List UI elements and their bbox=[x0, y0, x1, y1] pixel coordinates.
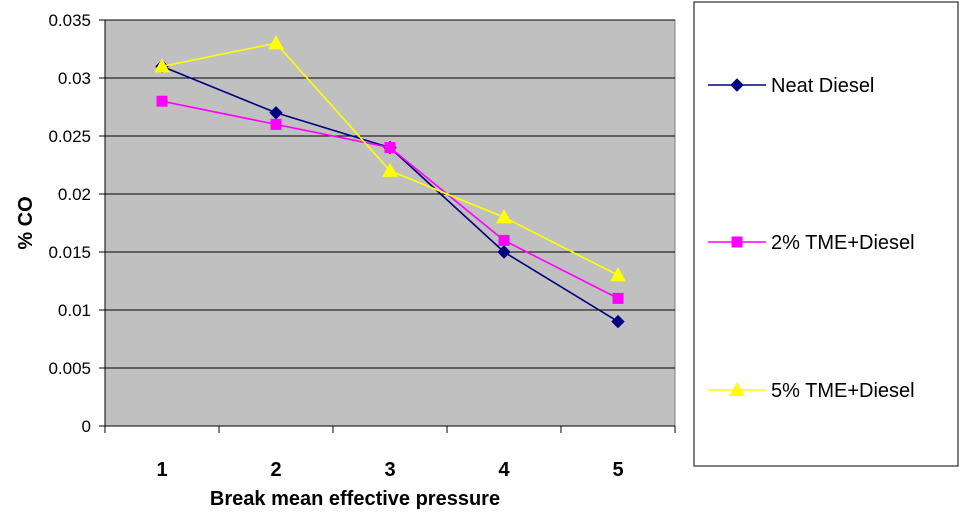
x-tick-labels: 1 2 3 4 5 bbox=[156, 459, 623, 481]
y-tick-label: 0 bbox=[82, 417, 91, 436]
legend-label: 5% TME+Diesel bbox=[771, 380, 915, 402]
data-point bbox=[498, 234, 510, 246]
data-point bbox=[269, 106, 283, 120]
y-tick-label: 0.01 bbox=[58, 301, 91, 320]
data-point bbox=[612, 292, 624, 304]
data-point bbox=[611, 314, 625, 329]
legend-item: 5% TME+Diesel bbox=[708, 380, 915, 402]
data-point bbox=[270, 118, 282, 130]
data-point bbox=[497, 245, 511, 259]
y-tick-label: 0.035 bbox=[48, 11, 91, 30]
x-tick-label: 5 bbox=[612, 459, 623, 481]
data-point bbox=[268, 35, 284, 50]
y-tick-label: 0.015 bbox=[48, 243, 91, 262]
x-axis-title: Break mean effective pressure bbox=[210, 488, 500, 510]
x-tick-label: 1 bbox=[156, 459, 167, 481]
data-point bbox=[156, 95, 168, 107]
data-point bbox=[496, 209, 512, 224]
legend-label: Neat Diesel bbox=[771, 75, 874, 97]
series-1 bbox=[156, 95, 624, 304]
grid-lines bbox=[105, 19, 675, 369]
axes bbox=[99, 19, 676, 433]
x-tick-label: 2 bbox=[270, 459, 281, 481]
data-point bbox=[610, 267, 626, 282]
y-tick-label: 0.025 bbox=[48, 127, 91, 146]
legend-marker bbox=[729, 381, 745, 397]
x-tick-label: 3 bbox=[384, 459, 395, 481]
series-2 bbox=[154, 35, 626, 282]
legend-item: Neat Diesel bbox=[708, 75, 874, 97]
x-tick-label: 4 bbox=[498, 459, 510, 481]
y-tick-labels: 0 0.005 0.01 0.015 0.02 0.025 0.03 0.035 bbox=[48, 11, 91, 436]
series-group bbox=[154, 35, 626, 329]
data-point bbox=[384, 142, 396, 154]
y-tick-label: 0.005 bbox=[48, 359, 91, 378]
legend: Neat Diesel 2% TME+Diesel 5% TME+Diesel bbox=[708, 75, 915, 402]
data-point bbox=[154, 58, 170, 73]
legend-marker bbox=[730, 78, 744, 92]
plot-area bbox=[104, 19, 676, 427]
y-tick-label: 0.03 bbox=[58, 69, 91, 88]
legend-label: 2% TME+Diesel bbox=[771, 232, 915, 254]
legend-item: 2% TME+Diesel bbox=[708, 232, 915, 254]
data-point bbox=[382, 162, 398, 177]
y-axis-title: % CO bbox=[15, 196, 37, 249]
y-tick-label: 0.02 bbox=[58, 185, 91, 204]
legend-marker bbox=[731, 236, 743, 248]
